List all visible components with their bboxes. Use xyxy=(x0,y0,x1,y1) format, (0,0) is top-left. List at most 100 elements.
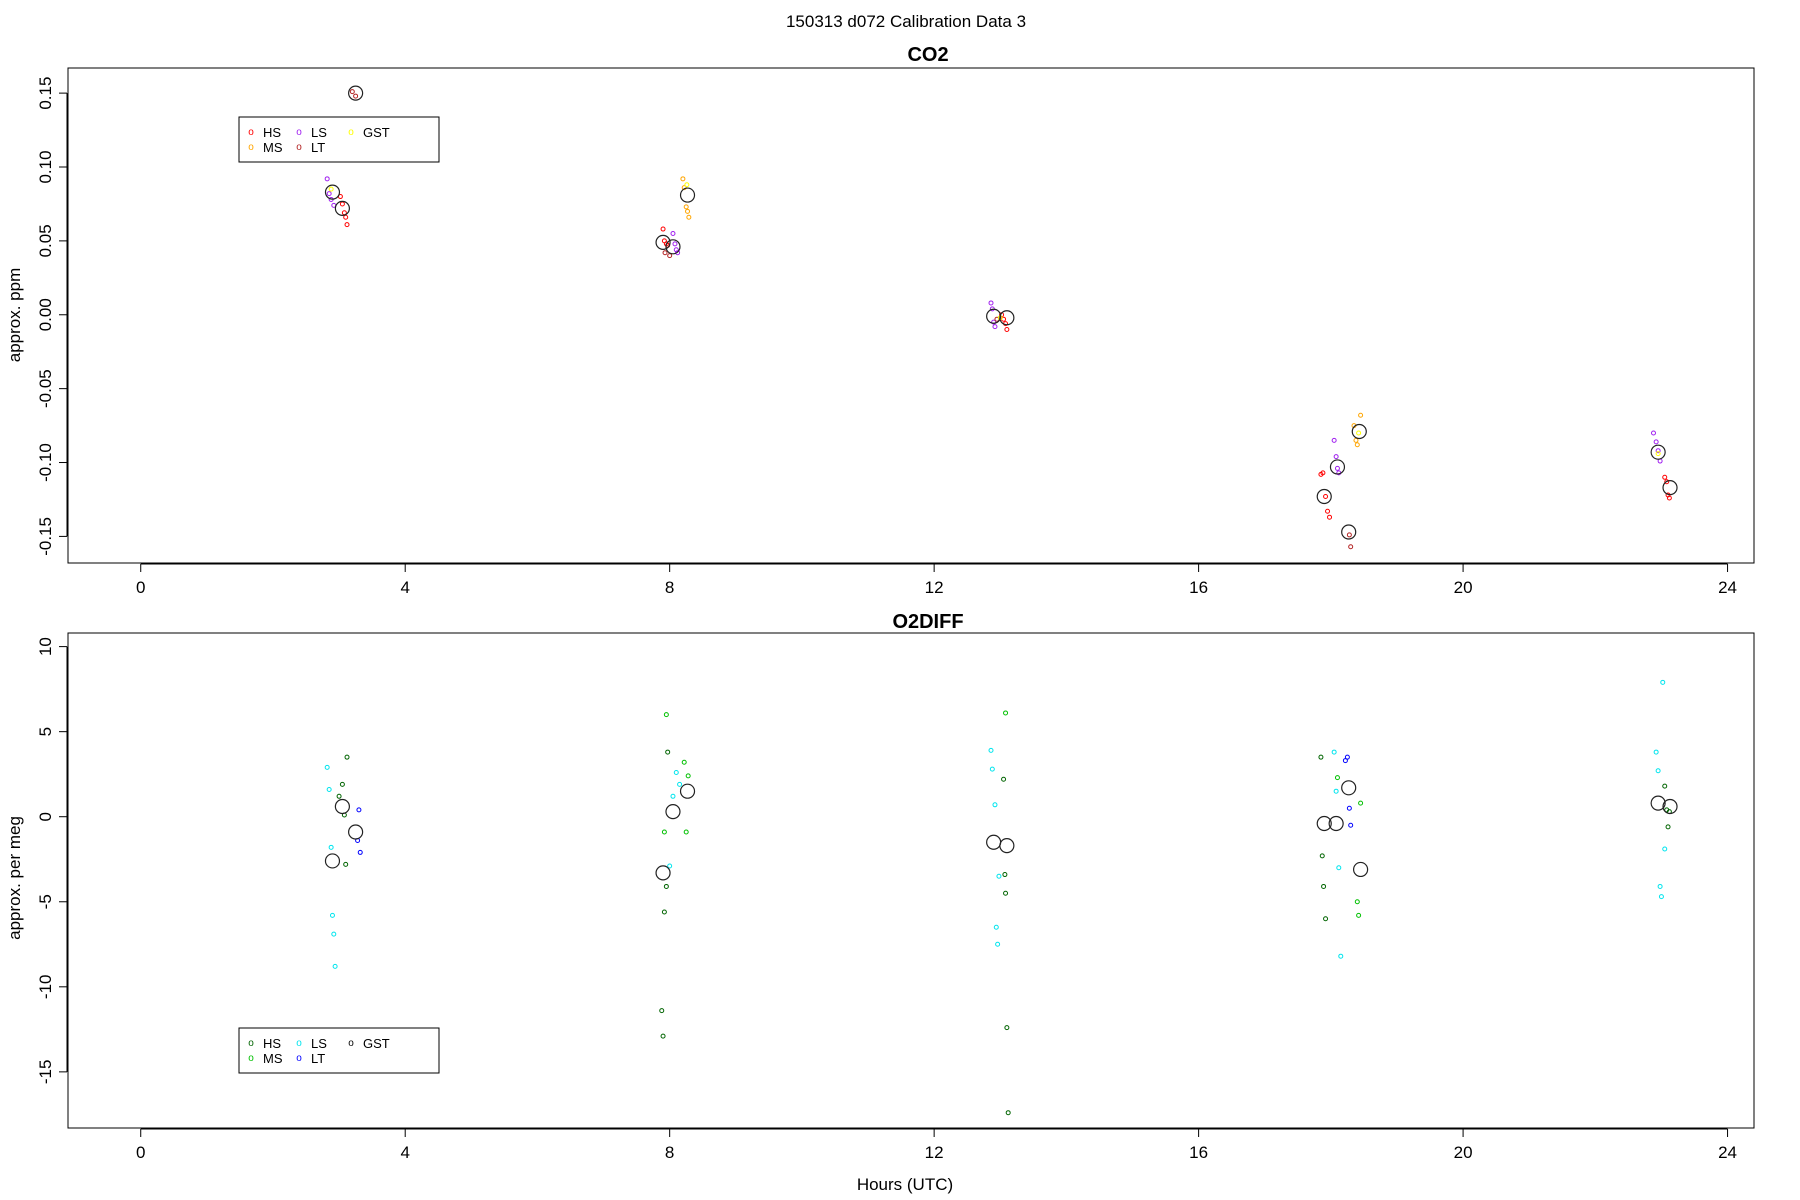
data-point-hs xyxy=(1318,754,1324,760)
data-point-lt xyxy=(357,849,363,855)
data-point-ls xyxy=(329,912,335,918)
legend-symbol: o xyxy=(348,127,354,138)
mean-point xyxy=(324,853,341,869)
data-point-lt xyxy=(662,250,668,256)
data-point-ls xyxy=(324,764,330,770)
y-tick-label: 0 xyxy=(36,812,55,821)
data-point-ls xyxy=(326,191,332,197)
data-point-lt xyxy=(1346,532,1352,538)
data-point-ls xyxy=(1655,768,1661,774)
data-point-ms xyxy=(1358,412,1364,418)
data-point-ls xyxy=(672,241,678,247)
data-point-ls xyxy=(331,931,337,937)
o2diff-panel: O2DIFF 0 4 8 12 16 20 24 10 5 0 -5 -10 -15 approx. … xyxy=(5,611,1755,1194)
data-point-hs xyxy=(665,749,671,755)
o2diff-x-axis-label: Hours (UTC) xyxy=(857,1175,953,1194)
x-tick-label: 16 xyxy=(1189,1143,1208,1162)
mean-point xyxy=(999,310,1015,326)
x-tick-label: 12 xyxy=(925,578,944,597)
legend-label-gst: GST xyxy=(363,1036,390,1051)
y-tick-label: -0.05 xyxy=(36,369,55,408)
data-point-hs xyxy=(1321,883,1327,889)
data-point-ls xyxy=(988,747,994,753)
y-tick-label: 0.15 xyxy=(36,77,55,110)
mean-point xyxy=(334,798,350,815)
mean-point xyxy=(1329,459,1346,475)
data-point-ls xyxy=(1333,788,1339,794)
data-point-ls xyxy=(1333,454,1339,460)
data-point-hs xyxy=(1004,1025,1010,1031)
x-tick-label: 20 xyxy=(1454,1143,1473,1162)
mean-point xyxy=(1316,815,1332,832)
legend-symbol: o xyxy=(248,1038,254,1049)
y-tick-label: -10 xyxy=(36,975,55,1000)
data-point-ls xyxy=(324,176,330,182)
data-point-ls xyxy=(988,300,994,306)
data-point-ls xyxy=(993,924,999,930)
y-tick-label: -15 xyxy=(36,1060,55,1085)
data-point-ls xyxy=(991,319,997,325)
o2diff-x-axis: 0 4 8 12 16 20 24 xyxy=(136,1128,1737,1162)
data-point-lt xyxy=(356,807,362,813)
data-point-hs xyxy=(660,1033,666,1039)
data-point-ls xyxy=(1653,749,1659,755)
mean-point xyxy=(986,308,1002,324)
data-point-ls xyxy=(670,793,676,799)
y-tick-label: 10 xyxy=(36,637,55,656)
data-point-ls xyxy=(1653,439,1659,445)
legend-symbol: o xyxy=(296,1038,302,1049)
legend-label-ms: MS xyxy=(263,1051,283,1066)
data-point-hs xyxy=(1323,916,1329,922)
data-point-hs xyxy=(1323,494,1329,500)
y-tick-label: 0.10 xyxy=(36,150,55,183)
data-point-ls xyxy=(1658,894,1664,900)
data-point-hs xyxy=(343,214,349,220)
data-point-ls xyxy=(332,963,338,969)
x-tick-label: 12 xyxy=(925,1143,944,1162)
data-point-ls xyxy=(1334,465,1340,471)
data-point-ms xyxy=(683,829,689,835)
x-tick-label: 0 xyxy=(136,578,145,597)
data-point-hs xyxy=(661,909,667,915)
data-point-hs xyxy=(1004,327,1010,333)
legend-label-ls: LS xyxy=(311,1036,327,1051)
data-point-hs xyxy=(659,1008,665,1014)
mean-point xyxy=(1341,780,1357,796)
co2-y-axis-label: approx. ppm xyxy=(5,268,24,363)
legend-label-hs: HS xyxy=(263,1036,281,1051)
data-point-ms xyxy=(1353,437,1359,443)
data-point-ls xyxy=(328,844,334,850)
data-point-ms xyxy=(683,204,689,210)
data-point-ms xyxy=(663,712,669,718)
legend-label-ms: MS xyxy=(263,140,283,155)
data-point-ls xyxy=(995,941,1001,947)
mean-point xyxy=(1650,444,1666,460)
data-point-hs xyxy=(660,226,666,232)
data-point-ms xyxy=(685,208,691,214)
data-point-ms xyxy=(680,176,686,182)
data-point-hs xyxy=(1320,470,1326,476)
data-point-ls xyxy=(1662,846,1668,852)
x-tick-label: 8 xyxy=(665,578,674,597)
mean-point xyxy=(1662,798,1678,815)
mean-point xyxy=(679,783,696,799)
legend-symbol: o xyxy=(348,1038,354,1049)
data-point-ms xyxy=(681,759,687,765)
mean-point xyxy=(1662,480,1678,496)
data-point-hs xyxy=(339,201,345,207)
co2-data-points xyxy=(324,85,1678,550)
mean-point xyxy=(324,184,341,200)
data-point-ls xyxy=(996,873,1002,879)
data-point-hs xyxy=(1325,508,1331,514)
y-tick-label: 0.05 xyxy=(36,224,55,257)
legend-symbol: o xyxy=(296,127,302,138)
data-point-lt xyxy=(1342,758,1348,764)
x-tick-label: 8 xyxy=(665,1143,674,1162)
x-tick-label: 4 xyxy=(400,578,409,597)
data-point-ms xyxy=(685,773,691,779)
co2-plot-frame xyxy=(67,67,1755,564)
data-point-ms xyxy=(1003,710,1009,716)
o2diff-legend: o HS o MS o LS o LT o GST xyxy=(238,1027,440,1074)
data-point-lt xyxy=(353,93,359,99)
